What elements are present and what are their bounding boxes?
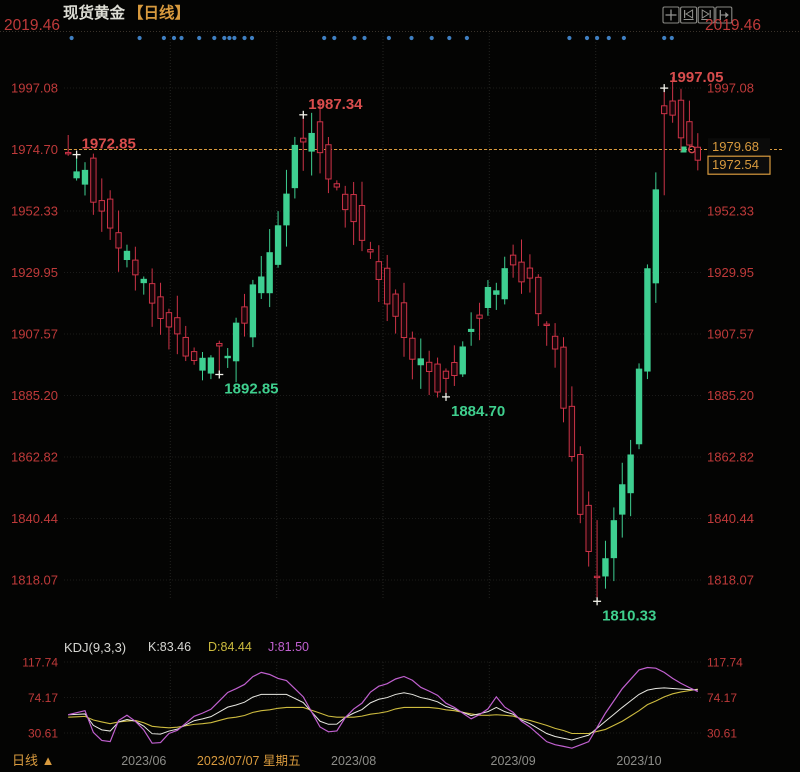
svg-text:30.61: 30.61 bbox=[28, 727, 58, 741]
svg-text:2019.46: 2019.46 bbox=[4, 17, 60, 34]
svg-text:1952.33: 1952.33 bbox=[707, 204, 754, 219]
svg-text:74.17: 74.17 bbox=[707, 691, 737, 705]
svg-text:1885.20: 1885.20 bbox=[11, 388, 58, 403]
svg-text:1884.70: 1884.70 bbox=[451, 403, 505, 420]
svg-text:2023/07/07 星期五: 2023/07/07 星期五 bbox=[197, 754, 301, 768]
svg-text:1810.33: 1810.33 bbox=[602, 607, 656, 624]
svg-text:2023/08: 2023/08 bbox=[331, 754, 376, 768]
svg-text:K:83.46: K:83.46 bbox=[148, 640, 191, 654]
svg-text:【日线】: 【日线】 bbox=[128, 3, 190, 22]
svg-text:日线 ▲: 日线 ▲ bbox=[12, 753, 55, 768]
svg-text:1929.95: 1929.95 bbox=[707, 265, 754, 280]
svg-text:1997.08: 1997.08 bbox=[11, 81, 58, 96]
svg-text:2023/06: 2023/06 bbox=[121, 754, 166, 768]
svg-text:117.74: 117.74 bbox=[707, 656, 743, 670]
svg-text:1974.70: 1974.70 bbox=[11, 142, 58, 157]
svg-text:2023/10: 2023/10 bbox=[616, 754, 661, 768]
svg-text:J:81.50: J:81.50 bbox=[268, 640, 309, 654]
svg-text:1818.07: 1818.07 bbox=[11, 573, 58, 588]
svg-text:1972.54: 1972.54 bbox=[712, 157, 759, 172]
svg-text:2023/09: 2023/09 bbox=[491, 754, 536, 768]
svg-text:1972.85: 1972.85 bbox=[82, 136, 136, 153]
svg-text:1907.57: 1907.57 bbox=[11, 327, 58, 342]
svg-text:74.17: 74.17 bbox=[28, 691, 58, 705]
svg-text:1840.44: 1840.44 bbox=[11, 511, 58, 526]
svg-text:1862.82: 1862.82 bbox=[707, 450, 754, 465]
svg-text:KDJ(9,3,3): KDJ(9,3,3) bbox=[64, 640, 126, 655]
svg-text:D:84.44: D:84.44 bbox=[208, 640, 252, 654]
svg-text:1818.07: 1818.07 bbox=[707, 573, 754, 588]
svg-text:1885.20: 1885.20 bbox=[707, 388, 754, 403]
svg-text:1997.05: 1997.05 bbox=[669, 69, 723, 86]
svg-text:1929.95: 1929.95 bbox=[11, 265, 58, 280]
svg-text:1907.57: 1907.57 bbox=[707, 327, 754, 342]
svg-text:1952.33: 1952.33 bbox=[11, 204, 58, 219]
svg-text:117.74: 117.74 bbox=[22, 656, 58, 670]
svg-text:1987.34: 1987.34 bbox=[308, 96, 363, 113]
svg-text:30.61: 30.61 bbox=[707, 727, 737, 741]
svg-text:1840.44: 1840.44 bbox=[707, 511, 754, 526]
svg-text:现货黄金: 现货黄金 bbox=[63, 3, 126, 22]
svg-text:2019.46: 2019.46 bbox=[705, 17, 761, 34]
svg-text:1892.85: 1892.85 bbox=[224, 381, 278, 398]
svg-text:1979.68: 1979.68 bbox=[712, 139, 759, 154]
svg-text:1862.82: 1862.82 bbox=[11, 450, 58, 465]
